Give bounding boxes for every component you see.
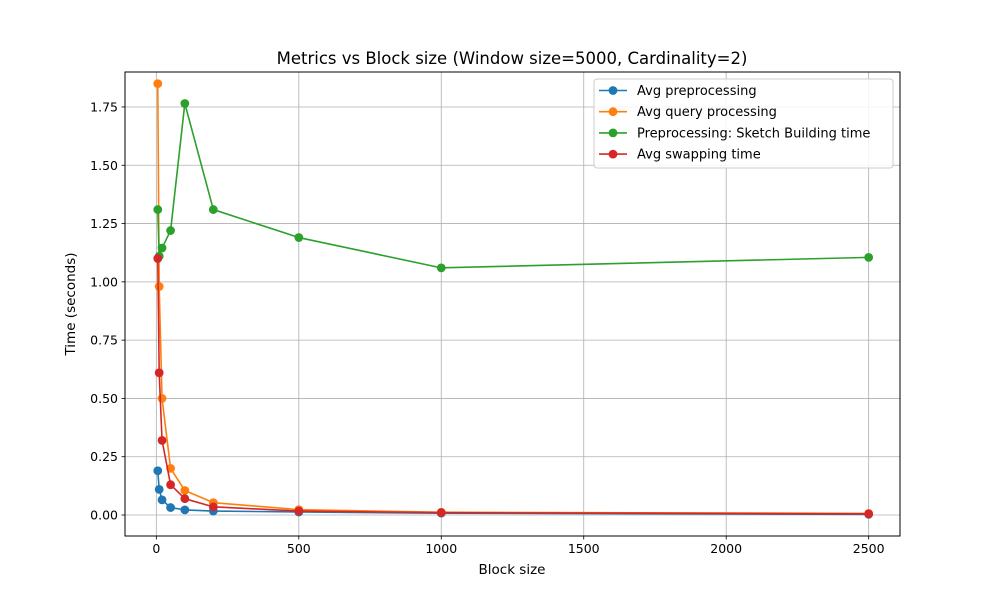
series-layer — [153, 79, 874, 519]
data-point — [864, 509, 874, 519]
data-point — [180, 505, 190, 515]
x-axis-label: Block size — [479, 562, 546, 578]
data-point — [864, 252, 874, 262]
data-point — [180, 494, 190, 504]
data-point — [208, 502, 218, 512]
legend-label: Avg preprocessing — [637, 84, 757, 99]
data-point — [166, 226, 175, 235]
legend-label: Avg query processing — [637, 105, 777, 120]
plot-frame — [124, 71, 901, 537]
data-point — [154, 484, 164, 494]
data-point — [157, 243, 167, 253]
data-point — [153, 466, 163, 476]
ticks: 0 500 1000 1500 2000 2500 0.00 0.25 0.50 0.75 1.00… — [90, 99, 884, 556]
x-tick-label: 500 — [287, 541, 311, 556]
data-point — [153, 205, 163, 214]
data-point — [154, 282, 164, 291]
x-tick-label: 0 — [152, 541, 160, 556]
data-point — [157, 394, 167, 403]
y-tick-label: 1.75 — [90, 99, 118, 114]
y-tick-label: 0.75 — [90, 333, 118, 348]
y-tick-label: 1.50 — [90, 158, 118, 173]
x-tick-label: 1000 — [425, 541, 457, 556]
legend: Avg preprocessing Avg query processing Pre… — [593, 78, 894, 169]
x-tick-label: 2500 — [853, 541, 885, 556]
legend-label: Preprocessing: Sketch Building time — [637, 126, 870, 141]
legend-marker — [608, 128, 618, 138]
legend-marker — [608, 107, 618, 117]
data-point — [180, 99, 190, 108]
series-line — [156, 470, 869, 516]
legend-marker — [608, 149, 618, 159]
data-point — [436, 263, 446, 273]
data-point — [166, 503, 175, 512]
data-point — [153, 79, 163, 89]
data-point — [166, 480, 175, 490]
x-tick-label: 2000 — [710, 541, 742, 556]
y-axis-label: Time (seconds) — [63, 252, 79, 356]
data-point — [180, 486, 190, 495]
data-point — [157, 495, 167, 505]
y-tick-label: 0.00 — [90, 508, 118, 523]
data-point — [294, 233, 304, 242]
chart-title: Metrics vs Block size (Window size=5000,… — [277, 49, 748, 68]
legend-label: Avg swapping time — [637, 148, 761, 163]
data-point — [154, 368, 164, 378]
y-tick-label: 0.50 — [90, 391, 118, 406]
y-tick-label: 1.25 — [90, 216, 118, 231]
y-tick-label: 1.00 — [90, 274, 118, 289]
legend-marker — [608, 86, 618, 95]
data-point — [208, 205, 218, 214]
series-line — [156, 258, 869, 515]
x-tick-label: 1500 — [568, 541, 600, 556]
y-tick-label: 0.25 — [90, 449, 118, 464]
data-point — [436, 508, 446, 518]
legend-box — [593, 78, 894, 169]
data-point — [294, 506, 304, 516]
data-point — [153, 254, 163, 263]
data-point — [157, 436, 167, 445]
